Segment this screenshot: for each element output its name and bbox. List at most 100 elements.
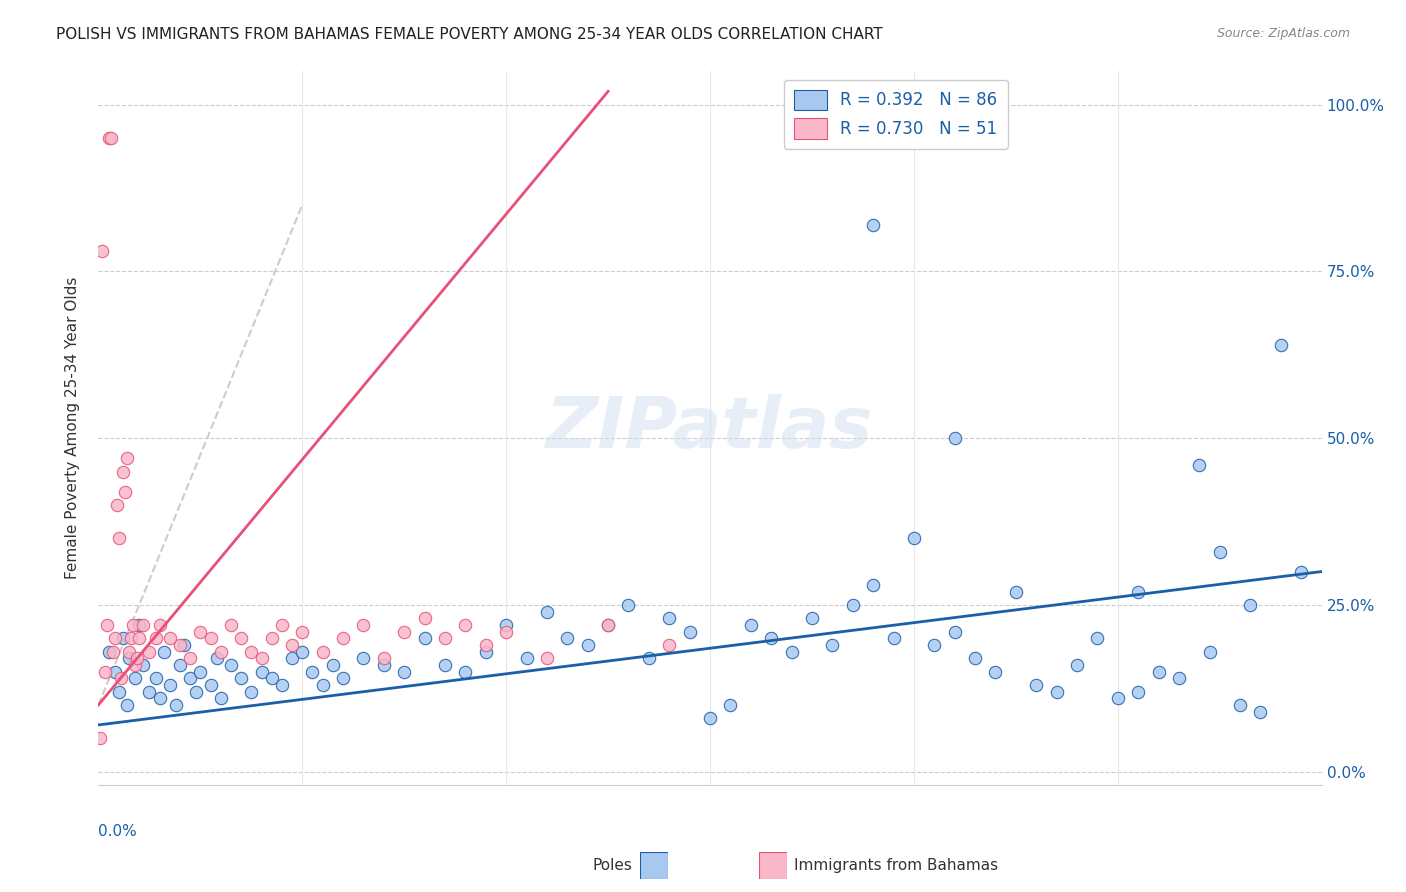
Point — [1270, 338, 1292, 352]
Point — [132, 618, 155, 632]
Point — [1085, 632, 1108, 646]
Point — [434, 632, 457, 646]
Point — [943, 624, 966, 639]
Point — [495, 624, 517, 639]
Point — [392, 665, 416, 679]
Point — [186, 684, 208, 698]
Point — [219, 618, 242, 632]
Point — [108, 531, 131, 545]
Point — [240, 644, 263, 658]
Point — [149, 691, 172, 706]
Point — [169, 638, 191, 652]
Point — [1025, 678, 1047, 692]
Point — [260, 632, 283, 646]
Point — [145, 632, 167, 646]
Point — [1209, 544, 1232, 558]
Point — [179, 671, 201, 685]
Point — [883, 632, 905, 646]
Point — [679, 624, 702, 639]
Point — [169, 657, 191, 672]
Point — [658, 611, 681, 625]
Point — [474, 638, 498, 652]
Point — [413, 632, 436, 646]
Point — [536, 651, 558, 665]
Point — [598, 618, 620, 632]
Point — [413, 611, 436, 625]
Point — [761, 632, 783, 646]
Point — [132, 657, 155, 672]
Point — [821, 638, 844, 652]
Point — [495, 618, 517, 632]
Point — [149, 618, 172, 632]
Text: Source: ZipAtlas.com: Source: ZipAtlas.com — [1216, 27, 1350, 40]
Point — [1167, 671, 1189, 685]
Point — [474, 644, 498, 658]
Point — [332, 671, 354, 685]
Point — [617, 598, 640, 612]
Point — [111, 632, 134, 646]
Point — [165, 698, 187, 712]
Point — [598, 618, 620, 632]
Point — [200, 632, 222, 646]
Point — [740, 618, 762, 632]
Point — [101, 644, 124, 658]
Text: Immigrants from Bahamas: Immigrants from Bahamas — [794, 858, 998, 872]
Point — [373, 651, 395, 665]
Point — [128, 618, 150, 632]
Point — [1128, 684, 1150, 698]
Point — [281, 638, 304, 652]
Point — [373, 657, 395, 672]
Point — [111, 465, 134, 479]
Point — [1066, 657, 1088, 672]
Point — [209, 644, 232, 658]
Point — [173, 638, 195, 652]
Point — [312, 678, 335, 692]
Point — [104, 632, 127, 646]
Point — [120, 632, 142, 646]
Point — [179, 651, 201, 665]
Point — [100, 131, 122, 145]
Legend: R = 0.392   N = 86, R = 0.730   N = 51: R = 0.392 N = 86, R = 0.730 N = 51 — [783, 79, 1008, 149]
Point — [638, 651, 661, 665]
Point — [96, 618, 118, 632]
Point — [454, 665, 477, 679]
Point — [1004, 584, 1026, 599]
Point — [260, 671, 283, 685]
Point — [128, 632, 150, 646]
Point — [576, 638, 599, 652]
Point — [301, 665, 323, 679]
Point — [97, 644, 120, 658]
Point — [1045, 684, 1069, 698]
Point — [1147, 665, 1170, 679]
Text: 0.0%: 0.0% — [98, 824, 138, 839]
Point — [862, 578, 884, 592]
Point — [108, 684, 131, 698]
Point — [159, 678, 181, 692]
Point — [124, 671, 146, 685]
Point — [250, 651, 273, 665]
Text: POLISH VS IMMIGRANTS FROM BAHAMAS FEMALE POVERTY AMONG 25-34 YEAR OLDS CORRELATI: POLISH VS IMMIGRANTS FROM BAHAMAS FEMALE… — [56, 27, 883, 42]
Point — [122, 618, 145, 632]
Point — [127, 651, 149, 665]
Point — [159, 632, 181, 646]
Point — [943, 431, 966, 445]
Y-axis label: Female Poverty Among 25-34 Year Olds: Female Poverty Among 25-34 Year Olds — [65, 277, 80, 579]
Point — [332, 632, 354, 646]
Point — [780, 644, 803, 658]
Text: ZIPatlas: ZIPatlas — [547, 393, 873, 463]
Point — [801, 611, 824, 625]
Point — [138, 644, 160, 658]
Point — [841, 598, 863, 612]
Point — [118, 651, 141, 665]
Point — [1188, 458, 1211, 472]
Point — [720, 698, 742, 712]
Point — [188, 624, 212, 639]
Point — [209, 691, 232, 706]
Text: Poles: Poles — [593, 858, 633, 872]
Point — [152, 644, 174, 658]
Point — [536, 605, 558, 619]
Point — [862, 218, 884, 232]
Point — [1249, 705, 1271, 719]
Point — [231, 671, 253, 685]
Point — [965, 651, 987, 665]
